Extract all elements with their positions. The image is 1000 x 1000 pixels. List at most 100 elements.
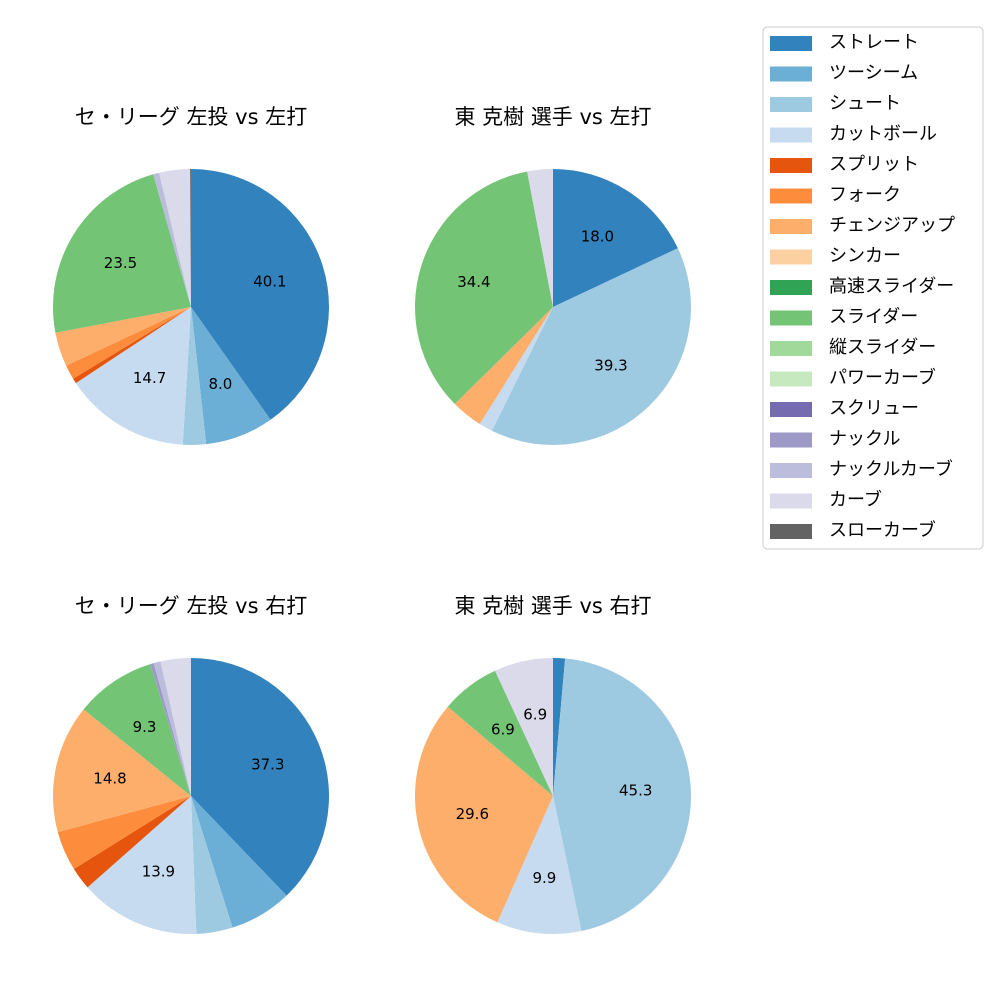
legend-entry: 高速スライダー (770, 276, 954, 297)
pie-slice (182, 307, 207, 445)
legend-frame (762, 26, 984, 550)
pie-title: セ・リーグ 左投 vs 左打 (75, 105, 307, 129)
legend-label: ツーシーム (829, 63, 918, 84)
pie-slice (66, 307, 191, 379)
legend-label: スライダー (829, 307, 918, 328)
slice-label: 9.3 (133, 718, 157, 736)
legend: ストレートツーシームシュートカットボールスプリットフォークチェンジアップシンカー… (762, 26, 984, 550)
legend-swatch (770, 66, 812, 82)
slice-label: 39.3 (594, 357, 627, 375)
slice-label: 8.0 (208, 375, 232, 393)
pie-slice (55, 307, 191, 366)
legend-label: ストレート (829, 32, 919, 53)
legend-label: 縦スライダー (829, 337, 936, 358)
legend-entry: ツーシーム (770, 63, 918, 84)
pie-title: 東 克樹 選手 vs 右打 (454, 594, 651, 618)
legend-label: チェンジアップ (829, 215, 955, 236)
legend-label: シュート (829, 93, 901, 114)
legend-entry: 縦スライダー (770, 337, 936, 358)
pie-title: セ・リーグ 左投 vs 右打 (75, 594, 307, 618)
pie-slice (159, 169, 191, 307)
slice-label: 13.9 (142, 863, 175, 881)
pie-slice (553, 658, 566, 796)
pie-slice (53, 174, 191, 333)
pie-chart-3: セ・リーグ 左投 vs 右打 37.3 13.9 14.8 9.3 (53, 594, 330, 935)
slice-label: 23.5 (104, 254, 137, 272)
pie-slice (191, 796, 287, 928)
pie-chart-2: 東 克樹 選手 vs 左打 18.0 39.3 34.4 (414, 105, 692, 446)
legend-entry: ナックル (770, 429, 900, 450)
legend-label: カーブ (829, 489, 882, 511)
pie-slice (153, 661, 191, 796)
slice-label: 6.9 (523, 706, 547, 724)
pie-slice (454, 307, 553, 424)
legend-label: シンカー (829, 246, 901, 267)
legend-swatch (770, 158, 812, 173)
pie-chart-1: セ・リーグ 左投 vs 左打 40.1 8.0 14.7 23.5 (53, 105, 330, 445)
pie-slice (153, 172, 191, 307)
pie-slice (553, 169, 678, 307)
slice-label: 45.3 (619, 782, 652, 800)
legend-swatch (770, 432, 812, 448)
legend-entry: スライダー (770, 307, 918, 328)
legend-entry: シュート (770, 93, 901, 114)
pie-charts: セ・リーグ 左投 vs 左打 40.1 8.0 14.7 23.5 東 克樹 選手 vs … (53, 105, 692, 935)
legend-label: ナックル (829, 429, 900, 450)
pie-slice (497, 796, 582, 934)
legend-entry: スローカーブ (770, 519, 936, 541)
legend-swatch (770, 402, 812, 417)
legend-label: ナックルカーブ (829, 458, 953, 480)
legend-swatch (770, 127, 812, 143)
legend-label: スプリット (829, 154, 919, 175)
legend-label: カットボール (829, 124, 937, 145)
slice-label: 9.9 (532, 869, 556, 887)
slice-label: 29.6 (456, 805, 489, 823)
legend-label: フォーク (829, 185, 901, 206)
legend-entry: パワーカーブ (770, 367, 936, 389)
legend-label: スローカーブ (829, 519, 936, 541)
pie-slice (83, 664, 191, 796)
pie-chart-4: 東 克樹 選手 vs 右打 45.3 9.9 29.6 6.9 6.9 (415, 594, 691, 934)
legend-swatch (770, 280, 812, 295)
pie-slice (73, 307, 191, 384)
legend-swatch (770, 524, 812, 539)
pie-slice (150, 663, 191, 796)
legend-swatch (770, 310, 812, 326)
pie-slice (191, 307, 271, 445)
slice-label: 14.8 (93, 770, 126, 788)
pie-slice (160, 658, 191, 796)
legend-label: スクリュー (829, 398, 919, 419)
legend-entry: スプリット (770, 154, 919, 175)
legend-entry: ナックルカーブ (770, 458, 953, 480)
pie-slice (479, 307, 553, 431)
pie-slice (73, 796, 191, 888)
pie-slice (75, 307, 191, 445)
pie-slice (190, 168, 191, 307)
slice-label: 34.4 (457, 273, 490, 291)
pie-slice (53, 709, 191, 833)
legend-swatch (770, 188, 812, 204)
legend-swatch (770, 463, 812, 478)
legend-swatch (770, 36, 812, 51)
slice-label: 14.7 (133, 369, 166, 387)
legend-swatch (770, 97, 812, 112)
pie-slice (415, 706, 553, 923)
legend-swatch (770, 493, 812, 509)
slice-label: 6.9 (491, 721, 515, 739)
pie-slice (553, 658, 691, 932)
pie-slice (495, 658, 553, 796)
pie-slice (191, 657, 330, 896)
slice-label: 18.0 (581, 228, 614, 246)
legend-entry: スクリュー (770, 398, 919, 419)
legend-entry: シンカー (770, 246, 901, 267)
legend-entry: カットボール (770, 124, 937, 145)
pie-slice (447, 670, 553, 796)
legend-entry: チェンジアップ (770, 215, 955, 236)
pie-slice (57, 796, 191, 870)
legend-entry: カーブ (770, 489, 882, 511)
slice-label: 37.3 (251, 756, 284, 774)
legend-entry: フォーク (770, 185, 901, 206)
legend-label: パワーカーブ (829, 367, 936, 389)
pie-slice (414, 171, 553, 404)
slice-label: 40.1 (253, 273, 286, 291)
